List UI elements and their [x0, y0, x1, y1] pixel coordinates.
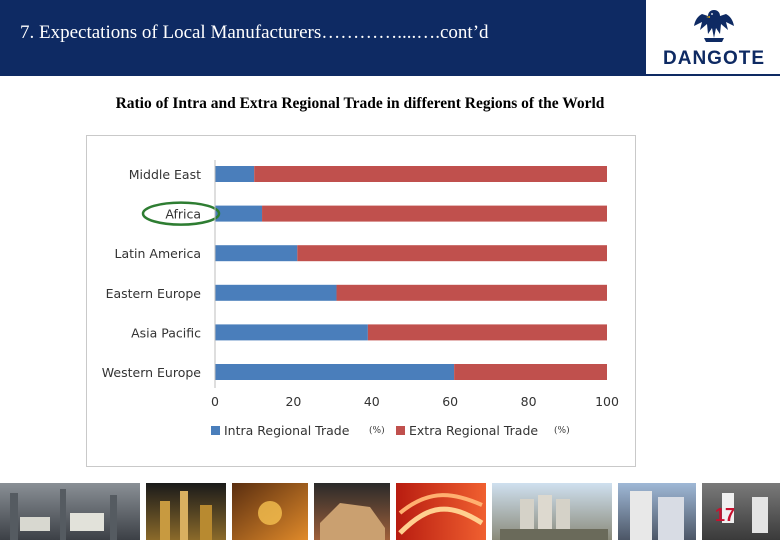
bar-intra [215, 284, 337, 301]
x-tick-label: 40 [364, 394, 380, 409]
bar-intra [215, 364, 455, 380]
category-label: Africa [165, 207, 201, 222]
bar-extra [367, 324, 607, 341]
category-label: Eastern Europe [106, 286, 202, 301]
x-tick-label: 80 [521, 394, 537, 409]
logo-wordmark: DANGOTE [663, 48, 765, 69]
trade-ratio-chart: Middle East Africa Latin America Eastern Eu… [102, 160, 619, 438]
bar-extra [297, 245, 607, 262]
slide-title: 7. Expectations of Local Manufacturers……… [20, 22, 489, 43]
bar-extra [254, 166, 607, 182]
bar-intra [215, 205, 263, 222]
x-tick-label: 60 [442, 394, 458, 409]
legend-swatch [396, 426, 405, 435]
buildings-photo [618, 483, 696, 540]
header-rule [0, 74, 780, 76]
legend-label: Intra Regional Trade [224, 423, 350, 438]
bar-extra [262, 205, 607, 222]
bar-intra [215, 166, 255, 182]
category-label: Middle East [129, 167, 201, 182]
x-tick-label: 20 [285, 394, 301, 409]
x-tick-label: 100 [595, 394, 619, 409]
eagle-emblem-icon [694, 10, 734, 42]
bar-extra [454, 364, 607, 380]
factory-photo-1 [0, 483, 140, 540]
header-bar: 7. Expectations of Local Manufacturers……… [0, 0, 646, 74]
bar-intra [215, 324, 368, 341]
category-label: Asia Pacific [131, 325, 201, 340]
legend-swatch [211, 426, 220, 435]
bar-extra [336, 284, 607, 301]
x-tick-label: 0 [211, 394, 219, 409]
highlight-circle [141, 201, 221, 226]
page-number: 17 [714, 505, 736, 525]
photo-strip [0, 483, 780, 540]
category-label: Western Europe [102, 365, 202, 380]
legend-unit: (%) [554, 425, 570, 436]
category-label: Latin America [115, 246, 201, 261]
dangote-logo: DANGOTE [652, 4, 776, 72]
legend-label: Extra Regional Trade [409, 423, 538, 438]
legend-unit: (%) [369, 425, 385, 436]
chart-frame: Middle East Africa Latin America Eastern Eu… [86, 135, 636, 467]
chart-subtitle: Ratio of Intra and Extra Regional Trade … [115, 95, 605, 112]
bar-intra [215, 245, 298, 262]
